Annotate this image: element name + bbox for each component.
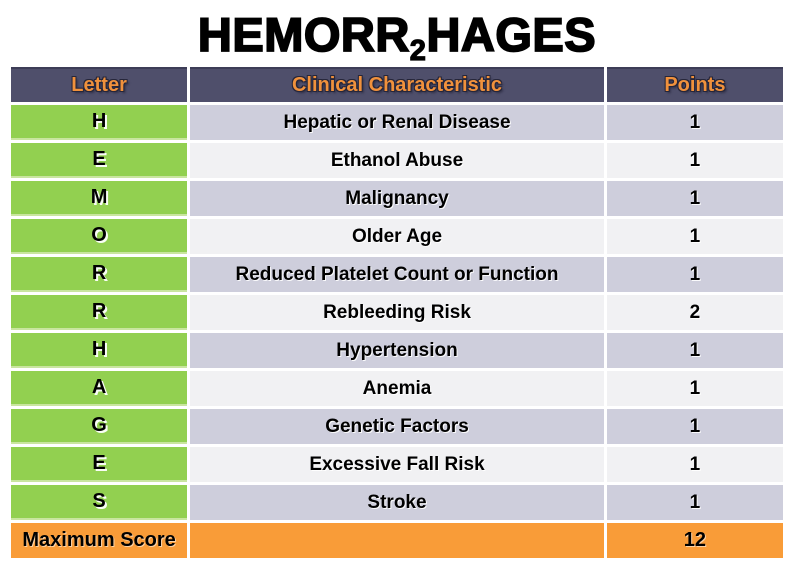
table-row: E Ethanol Abuse 1 — [11, 143, 783, 178]
points-cell: 1 — [606, 257, 783, 292]
characteristic-cell: Reduced Platelet Count or Function — [190, 257, 604, 292]
letter-cell: H — [11, 333, 188, 368]
letter-cell: H — [11, 105, 188, 140]
characteristic-cell: Malignancy — [190, 181, 604, 216]
points-cell: 1 — [606, 447, 783, 482]
table-row: O Older Age 1 — [11, 219, 783, 254]
points-cell: 1 — [606, 409, 783, 444]
letter-cell: E — [11, 447, 188, 482]
title-subscript: 2 — [409, 34, 427, 67]
column-header-clinical-characteristic: Clinical Characteristic — [190, 67, 604, 102]
table-row: M Malignancy 1 — [11, 181, 783, 216]
table-row: S Stroke 1 — [11, 485, 783, 520]
table-row: R Reduced Platelet Count or Function 1 — [11, 257, 783, 292]
maximum-score-empty-cell — [190, 523, 604, 558]
maximum-score-points: 12 — [606, 523, 783, 558]
letter-cell: M — [11, 181, 188, 216]
table-row: A Anemia 1 — [11, 371, 783, 406]
characteristic-cell: Genetic Factors — [190, 409, 604, 444]
points-cell: 1 — [606, 371, 783, 406]
title-part1: HEMORR — [197, 7, 410, 62]
letter-cell: O — [11, 219, 188, 254]
characteristic-cell: Hepatic or Renal Disease — [190, 105, 604, 140]
characteristic-cell: Older Age — [190, 219, 604, 254]
points-cell: 1 — [606, 181, 783, 216]
letter-cell: S — [11, 485, 188, 520]
table-row: H Hypertension 1 — [11, 333, 783, 368]
points-cell: 2 — [606, 295, 783, 330]
letter-cell: R — [11, 257, 188, 292]
characteristic-cell: Rebleeding Risk — [190, 295, 604, 330]
characteristic-cell: Ethanol Abuse — [190, 143, 604, 178]
maximum-score-label: Maximum Score — [11, 523, 188, 558]
letter-cell: G — [11, 409, 188, 444]
points-cell: 1 — [606, 105, 783, 140]
column-header-points: Points — [606, 67, 783, 102]
points-cell: 1 — [606, 143, 783, 178]
characteristic-cell: Anemia — [190, 371, 604, 406]
letter-cell: R — [11, 295, 188, 330]
table-row: R Rebleeding Risk 2 — [11, 295, 783, 330]
letter-cell: E — [11, 143, 188, 178]
characteristic-cell: Hypertension — [190, 333, 604, 368]
characteristic-cell: Stroke — [190, 485, 604, 520]
characteristic-cell: Excessive Fall Risk — [190, 447, 604, 482]
title-part2: HAGES — [426, 7, 597, 62]
points-cell: 1 — [606, 485, 783, 520]
letter-cell: A — [11, 371, 188, 406]
header-row: Letter Clinical Characteristic Points — [11, 67, 783, 102]
page-title: HEMORR2HAGES — [0, 0, 794, 67]
table-row: H Hepatic or Renal Disease 1 — [11, 105, 783, 140]
maximum-score-row: Maximum Score 12 — [11, 523, 783, 558]
table-row: E Excessive Fall Risk 1 — [11, 447, 783, 482]
hemorrhages-score-table: Letter Clinical Characteristic Points H … — [8, 64, 786, 561]
points-cell: 1 — [606, 333, 783, 368]
table-row: G Genetic Factors 1 — [11, 409, 783, 444]
points-cell: 1 — [606, 219, 783, 254]
column-header-letter: Letter — [11, 67, 188, 102]
